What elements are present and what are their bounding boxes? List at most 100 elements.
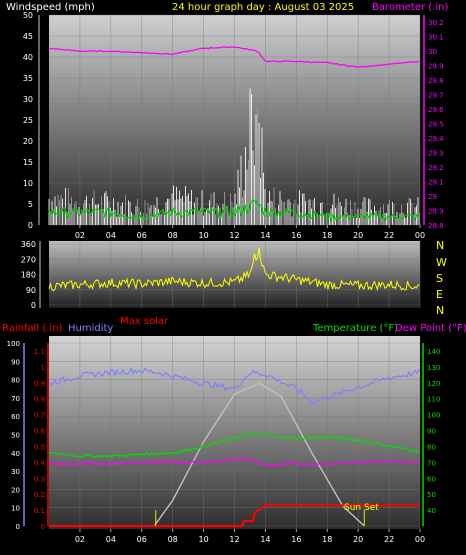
wind-direction-line (48, 247, 420, 292)
barometer-y-label-29.9: 29.9 (428, 63, 444, 71)
temperature-y-label-40: 40 (427, 507, 436, 515)
barometer-y-label-29: 29 (428, 193, 437, 201)
wind-x-label-00: 00 (415, 231, 425, 240)
rain-y-label-0.6: 0.6 (34, 428, 46, 436)
humidity-y-label-70: 70 (11, 395, 20, 403)
sun-set-label: Sun Set (344, 503, 379, 513)
humidity-y-label-50: 50 (11, 432, 20, 440)
rain-y-label-0.4: 0.4 (34, 459, 46, 467)
direction-y-label-0: 0 (31, 301, 36, 310)
rain-y-label-0.5: 0.5 (34, 443, 45, 451)
barometer-y-label-30: 30 (428, 48, 437, 56)
direction-y-label-270: 270 (21, 255, 36, 264)
barometer-y-label-29.8: 29.8 (428, 77, 444, 85)
temperature-y-label-80: 80 (427, 443, 436, 451)
temperature-y-label-120: 120 (427, 380, 440, 388)
temperature-y-label-60: 60 (427, 475, 436, 483)
barometer-axis-title: Barometer (.in) (372, 2, 448, 13)
humidity-y-label-40: 40 (11, 450, 20, 458)
direction-y-label-360: 360 (21, 240, 36, 249)
max-solar-line (153, 382, 365, 527)
rain-y-label-0.7: 0.7 (34, 412, 45, 420)
temp-x-label-22: 22 (384, 535, 394, 544)
barometer-y-label-29.7: 29.7 (428, 92, 444, 100)
barometer-y-label-29.1: 29.1 (428, 179, 444, 187)
avg-wind-line (48, 199, 420, 222)
wind-x-label-10: 10 (198, 231, 208, 240)
direction-y-label-180: 180 (21, 271, 36, 280)
wind-x-label-04: 04 (106, 231, 116, 240)
humidity-y-label-90: 90 (11, 358, 20, 366)
temperature-y-label-50: 50 (427, 491, 436, 499)
temperature-axis-title: Temperature (°F) (312, 323, 398, 334)
barometer-line (48, 46, 420, 68)
wind-y-label-15: 15 (23, 158, 33, 167)
wind-y-label-25: 25 (23, 116, 33, 125)
temperature-y-label-90: 90 (427, 428, 436, 436)
direction-y-label-90: 90 (26, 286, 36, 295)
wind-y-label-30: 30 (23, 95, 33, 104)
temp-x-label-10: 10 (198, 535, 208, 544)
rain-y-label-0: 0 (41, 523, 45, 531)
rain-y-label-0.3: 0.3 (34, 475, 45, 483)
rain-y-label-0.9: 0.9 (34, 380, 45, 388)
humidity-y-label-80: 80 (11, 377, 20, 385)
wind-y-label-5: 5 (28, 200, 33, 209)
temperature-y-label-70: 70 (427, 459, 436, 467)
dew-point-axis-title: Dew Point (°F) (395, 323, 466, 334)
rainfall-line (49, 504, 420, 528)
barometer-y-label-28.9: 28.9 (428, 208, 444, 216)
dew-point-line (48, 457, 420, 467)
temp-x-label-20: 20 (353, 535, 363, 544)
temperature-line (48, 432, 420, 458)
wind-y-label-40: 40 (23, 53, 33, 62)
humidity-y-label-20: 20 (11, 486, 20, 494)
temp-x-label-00: 00 (415, 535, 425, 544)
wind-x-label-08: 08 (168, 231, 178, 240)
wind-y-label-0: 0 (28, 221, 33, 230)
temp-x-label-06: 06 (137, 535, 147, 544)
direction-letter-n-bottom: N (436, 304, 444, 317)
rainfall-axis-title: Rainfall (.in) (2, 323, 63, 334)
barometer-y-label-29.6: 29.6 (428, 106, 444, 114)
barometer-y-label-30.2: 30.2 (428, 19, 444, 27)
temperature-y-label-140: 140 (427, 348, 440, 356)
barometer-y-label-28.8: 28.8 (428, 222, 444, 230)
temperature-y-label-110: 110 (427, 396, 440, 404)
humidity-y-label-60: 60 (11, 413, 20, 421)
barometer-y-label-30.1: 30.1 (428, 34, 444, 42)
wind-y-label-50: 50 (23, 11, 33, 20)
temp-x-label-02: 02 (75, 535, 85, 544)
wind-y-label-35: 35 (23, 74, 33, 83)
wind-y-label-45: 45 (23, 32, 33, 41)
wind-x-label-02: 02 (75, 231, 85, 240)
temp-x-label-12: 12 (229, 535, 239, 544)
humidity-axis-title: Humidity (68, 323, 113, 334)
barometer-y-label-29.2: 29.2 (428, 164, 444, 172)
humidity-y-label-100: 100 (7, 340, 20, 348)
temperature-y-label-130: 130 (427, 364, 440, 372)
temp-x-label-04: 04 (106, 535, 116, 544)
temp-x-label-16: 16 (291, 535, 301, 544)
wind-y-label-20: 20 (23, 137, 33, 146)
direction-letter-w: W (436, 256, 447, 269)
wind-x-label-12: 12 (229, 231, 239, 240)
wind-x-label-06: 06 (137, 231, 147, 240)
direction-letter-e: E (436, 288, 443, 301)
wind-x-label-14: 14 (260, 231, 270, 240)
rain-y-label-0.1: 0.1 (34, 507, 45, 515)
barometer-y-label-29.3: 29.3 (428, 150, 444, 158)
rain-y-label-1: 1 (41, 364, 45, 372)
barometer-y-label-29.5: 29.5 (428, 121, 444, 129)
temp-x-label-18: 18 (322, 535, 332, 544)
wind-x-label-22: 22 (384, 231, 394, 240)
chart-date-title: 24 hour graph day : August 03 2025 (172, 2, 354, 13)
temperature-y-label-100: 100 (427, 412, 440, 420)
rain-y-label-0.8: 0.8 (34, 396, 45, 404)
barometer-y-label-29.4: 29.4 (428, 135, 444, 143)
temp-x-label-14: 14 (260, 535, 270, 544)
wind-x-label-16: 16 (291, 231, 301, 240)
rain-y-label-0.2: 0.2 (34, 491, 45, 499)
humidity-y-label-10: 10 (11, 505, 20, 513)
